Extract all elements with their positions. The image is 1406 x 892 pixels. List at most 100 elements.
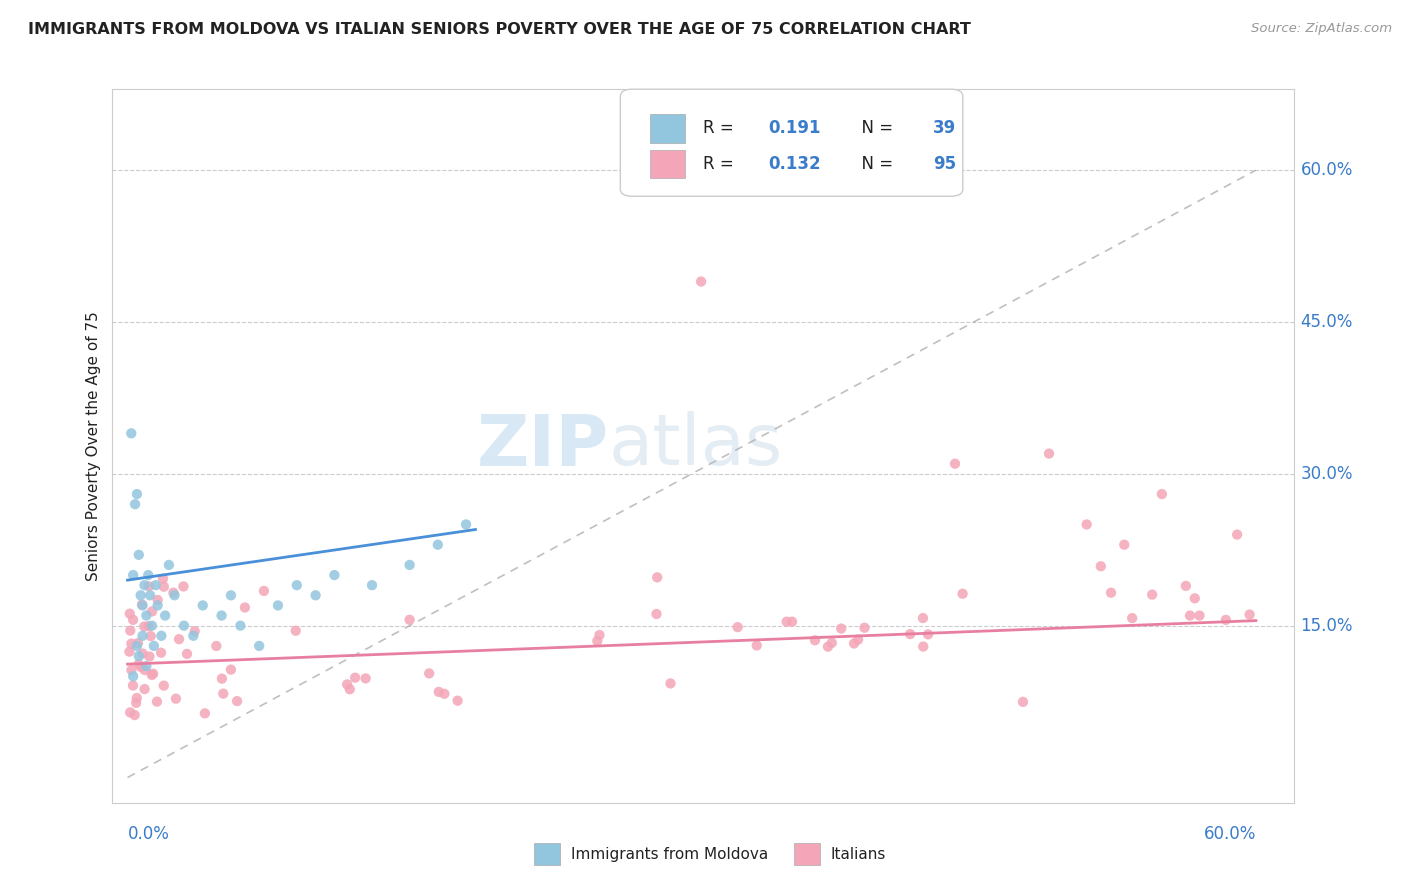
Point (267, 599, 290, 613)
Point (183, 624, 205, 639)
Point (146, 695, 169, 709)
Point (233, 600, 256, 615)
Point (253, 583, 276, 598)
Text: ZIP: ZIP (477, 411, 609, 481)
Point (153, 679, 176, 693)
Point (153, 608, 176, 623)
Point (211, 672, 233, 686)
Point (339, 682, 361, 697)
Point (433, 687, 456, 701)
Point (898, 627, 921, 641)
Text: R =: R = (703, 155, 740, 173)
Point (427, 685, 450, 699)
Point (588, 628, 610, 642)
Point (150, 646, 173, 660)
Point (830, 622, 852, 636)
Point (129, 588, 152, 602)
Point (211, 608, 233, 623)
Point (1121, 611, 1143, 625)
Point (1188, 608, 1211, 623)
Point (284, 624, 307, 638)
Point (1226, 527, 1249, 541)
Text: 60.0%: 60.0% (1301, 161, 1353, 179)
Point (336, 677, 359, 691)
Point (226, 694, 249, 708)
Point (1184, 591, 1206, 606)
Point (142, 639, 165, 653)
Y-axis label: Seniors Poverty Over the Age of 75: Seniors Poverty Over the Age of 75 (86, 311, 101, 581)
Point (1076, 517, 1098, 532)
Text: atlas: atlas (609, 411, 783, 481)
Point (659, 676, 682, 690)
Point (1150, 487, 1173, 501)
Text: Immigrants from Moldova: Immigrants from Moldova (571, 847, 768, 862)
Point (157, 558, 180, 572)
Point (135, 608, 157, 623)
Point (194, 706, 217, 721)
Point (118, 645, 141, 659)
Point (804, 633, 827, 648)
Point (134, 663, 156, 677)
Point (219, 663, 242, 677)
Point (125, 690, 148, 705)
Point (142, 666, 165, 681)
Point (344, 671, 367, 685)
Point (128, 648, 150, 663)
Text: 0.132: 0.132 (768, 155, 821, 173)
Point (131, 629, 153, 643)
Point (153, 580, 176, 594)
Point (917, 627, 939, 641)
Point (821, 636, 844, 650)
Point (173, 618, 195, 632)
Point (128, 548, 150, 562)
Text: 39: 39 (934, 120, 956, 137)
Point (354, 672, 377, 686)
Point (136, 568, 159, 582)
Point (125, 696, 148, 710)
Point (120, 706, 142, 720)
Point (162, 585, 184, 599)
Text: N =: N = (851, 155, 898, 173)
Point (146, 599, 169, 613)
Point (1012, 695, 1035, 709)
Point (131, 598, 153, 612)
Text: 15.0%: 15.0% (1301, 616, 1353, 635)
Point (183, 629, 205, 643)
Point (1239, 607, 1261, 622)
Point (817, 640, 839, 654)
Point (124, 708, 146, 723)
Point (323, 568, 346, 582)
Text: Source: ZipAtlas.com: Source: ZipAtlas.com (1251, 22, 1392, 36)
Point (152, 572, 174, 586)
Point (361, 578, 384, 592)
Point (219, 588, 242, 602)
Point (131, 599, 153, 613)
Text: 0.0%: 0.0% (128, 825, 169, 843)
Point (128, 657, 150, 672)
Text: IMMIGRANTS FROM MOLDOVA VS ITALIAN SENIORS POVERTY OVER THE AGE OF 75 CORRELATIO: IMMIGRANTS FROM MOLDOVA VS ITALIAN SENIO… (28, 22, 972, 37)
Point (846, 632, 869, 647)
Point (1215, 613, 1237, 627)
Text: R =: R = (703, 120, 740, 137)
Point (952, 587, 974, 601)
Point (645, 607, 668, 621)
Point (139, 629, 162, 643)
Text: 0.191: 0.191 (768, 120, 821, 137)
Text: Italians: Italians (831, 847, 886, 862)
Bar (650, 114, 685, 143)
Point (135, 659, 157, 673)
Point (124, 497, 146, 511)
Point (125, 487, 148, 501)
Point (141, 604, 163, 618)
Point (1099, 585, 1122, 599)
Point (745, 639, 768, 653)
Point (1174, 579, 1197, 593)
Point (1038, 447, 1060, 461)
Point (176, 647, 198, 661)
Point (163, 588, 186, 602)
Point (205, 639, 228, 653)
Point (304, 588, 326, 602)
Point (285, 578, 308, 592)
Point (446, 694, 468, 708)
Point (1140, 588, 1163, 602)
